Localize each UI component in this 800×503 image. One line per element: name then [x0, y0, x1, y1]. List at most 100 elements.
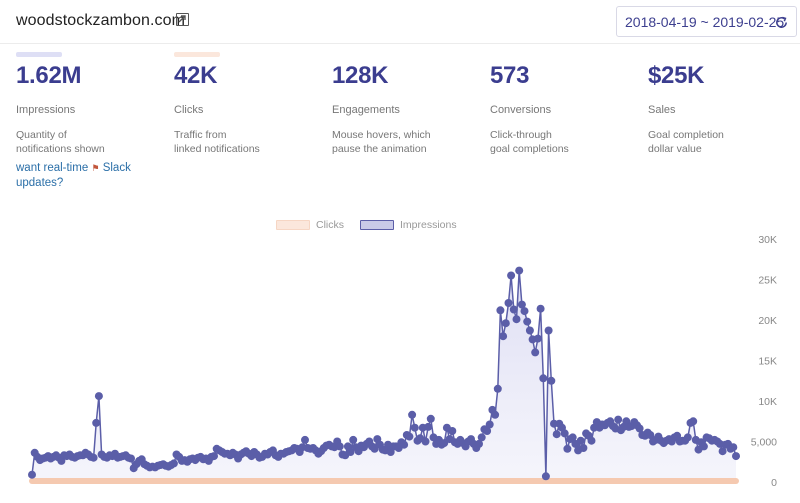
metric-description: Quantity of notifications shown — [16, 129, 105, 155]
impressions-point[interactable] — [349, 435, 358, 444]
y-tick-label: 10K — [758, 396, 777, 408]
metric-description: Traffic from linked notifications — [174, 129, 260, 155]
impressions-point[interactable] — [408, 410, 417, 419]
metric-label: Sales — [648, 104, 676, 116]
site-name[interactable]: woodstockzambon.com — [16, 12, 186, 29]
legend-impressions-swatch — [360, 220, 394, 230]
impressions-point[interactable] — [718, 447, 727, 456]
metric-value: 128K — [332, 62, 389, 89]
metric-description: Goal completion dollar value — [648, 129, 724, 155]
impressions-point[interactable] — [560, 429, 569, 438]
impressions-point[interactable] — [689, 417, 698, 426]
impressions-point[interactable] — [525, 326, 534, 335]
impressions-point[interactable] — [89, 453, 98, 462]
impressions-point[interactable] — [732, 452, 740, 461]
date-range-picker[interactable]: 2018-04-19 ~ 2019-02-25 — [616, 6, 797, 37]
impressions-point[interactable] — [541, 472, 550, 481]
impressions-point[interactable] — [504, 299, 513, 307]
impressions-point[interactable] — [729, 443, 738, 452]
impressions-point[interactable] — [614, 415, 623, 424]
legend-impressions-label: Impressions — [400, 219, 457, 231]
impressions-point[interactable] — [563, 444, 572, 453]
impressions-point[interactable] — [405, 432, 414, 441]
impressions-point[interactable] — [579, 444, 588, 452]
metric-sales[interactable]: $25K Sales Goal completion dollar value — [648, 52, 798, 156]
external-link-icon[interactable] — [176, 13, 189, 26]
impressions-point[interactable] — [169, 459, 178, 468]
impressions-point[interactable] — [533, 334, 542, 343]
impressions-point[interactable] — [127, 454, 135, 463]
metric-description: Mouse hovers, which pause the animation — [332, 129, 431, 155]
impressions-point[interactable] — [635, 424, 644, 433]
impressions-point[interactable] — [512, 315, 521, 324]
legend-clicks-swatch — [276, 220, 310, 230]
impressions-point[interactable] — [496, 306, 505, 315]
impressions-point[interactable] — [531, 348, 540, 357]
impressions-point[interactable] — [28, 470, 36, 479]
impressions-point[interactable] — [544, 326, 553, 335]
refresh-icon[interactable] — [774, 15, 789, 30]
metric-label: Clicks — [174, 104, 204, 116]
y-tick-label: 5,000 — [751, 437, 777, 449]
slack-updates-link[interactable]: want real-time ⚑ Slack updates? — [16, 162, 131, 189]
impressions-point[interactable] — [699, 442, 708, 451]
impressions-point[interactable] — [509, 305, 518, 314]
impressions-point[interactable] — [94, 392, 103, 401]
impressions-point[interactable] — [499, 332, 508, 341]
impressions-point[interactable] — [410, 423, 419, 432]
metric-clicks[interactable]: 42K Clicks Traffic from linked notificati… — [174, 52, 324, 156]
impressions-point[interactable] — [517, 300, 526, 309]
slack-icon: ⚑ — [91, 163, 100, 173]
impressions-point[interactable] — [424, 422, 433, 431]
impressions-point[interactable] — [683, 433, 692, 442]
impressions-point[interactable] — [646, 431, 655, 439]
impressions-point[interactable] — [587, 436, 596, 445]
metric-conversions[interactable]: 573 Conversions Click-through goal comple… — [490, 52, 640, 156]
metric-label: Engagements — [332, 104, 400, 116]
clicks-swatch — [174, 52, 220, 57]
impressions-point[interactable] — [448, 427, 457, 435]
impressions-point[interactable] — [301, 435, 309, 444]
impressions-point[interactable] — [335, 442, 344, 451]
impressions-point[interactable] — [523, 317, 532, 326]
impressions-point[interactable] — [421, 437, 430, 446]
impressions-point[interactable] — [483, 427, 492, 435]
metric-value: 42K — [174, 62, 218, 89]
legend-clicks[interactable]: Clicks — [276, 219, 344, 231]
y-tick-label: 20K — [758, 315, 777, 327]
metric-value: 1.62M — [16, 62, 82, 89]
y-tick-label: 15K — [758, 356, 777, 368]
impressions-point[interactable] — [491, 410, 500, 419]
metric-label: Conversions — [490, 104, 552, 116]
date-range-text: 2018-04-19 ~ 2019-02-25 — [625, 13, 785, 30]
impressions-point[interactable] — [426, 414, 435, 423]
top-bar: woodstockzambon.com 2018-04-19 ~ 2019-02… — [0, 0, 800, 44]
impressions-point[interactable] — [552, 430, 561, 439]
metric-value: 573 — [490, 62, 530, 89]
y-tick-label: 25K — [758, 275, 777, 287]
impressions-point[interactable] — [477, 433, 486, 442]
impressions-point[interactable] — [485, 420, 494, 429]
impressions-point[interactable] — [539, 374, 548, 383]
impressions-point[interactable] — [515, 266, 524, 275]
impressions-point[interactable] — [493, 384, 502, 393]
y-tick-label: 30K — [758, 234, 777, 246]
legend-clicks-label: Clicks — [316, 219, 344, 231]
metric-engagements[interactable]: 128K Engagements Mouse hovers, which paus… — [332, 52, 482, 156]
impressions-point[interactable] — [346, 448, 355, 456]
metric-impressions[interactable]: 1.62M Impressions Quantity of notificatio… — [16, 52, 166, 156]
impressions-point[interactable] — [576, 436, 585, 445]
impressions-point[interactable] — [568, 433, 577, 442]
impressions-point[interactable] — [547, 376, 556, 385]
impressions-point[interactable] — [475, 439, 483, 448]
impressions-point[interactable] — [536, 304, 545, 313]
impressions-point[interactable] — [501, 319, 510, 328]
impressions-point[interactable] — [507, 271, 516, 280]
impressions-line-chart: 30K 25K 20K 15K 10K 5,000 0 — [28, 234, 777, 489]
legend-impressions[interactable]: Impressions — [360, 219, 457, 231]
y-tick-label: 0 — [771, 477, 777, 489]
impressions-point[interactable] — [210, 452, 218, 461]
impressions-point[interactable] — [92, 418, 101, 427]
impressions-point[interactable] — [400, 440, 409, 449]
impressions-point[interactable] — [520, 307, 529, 316]
